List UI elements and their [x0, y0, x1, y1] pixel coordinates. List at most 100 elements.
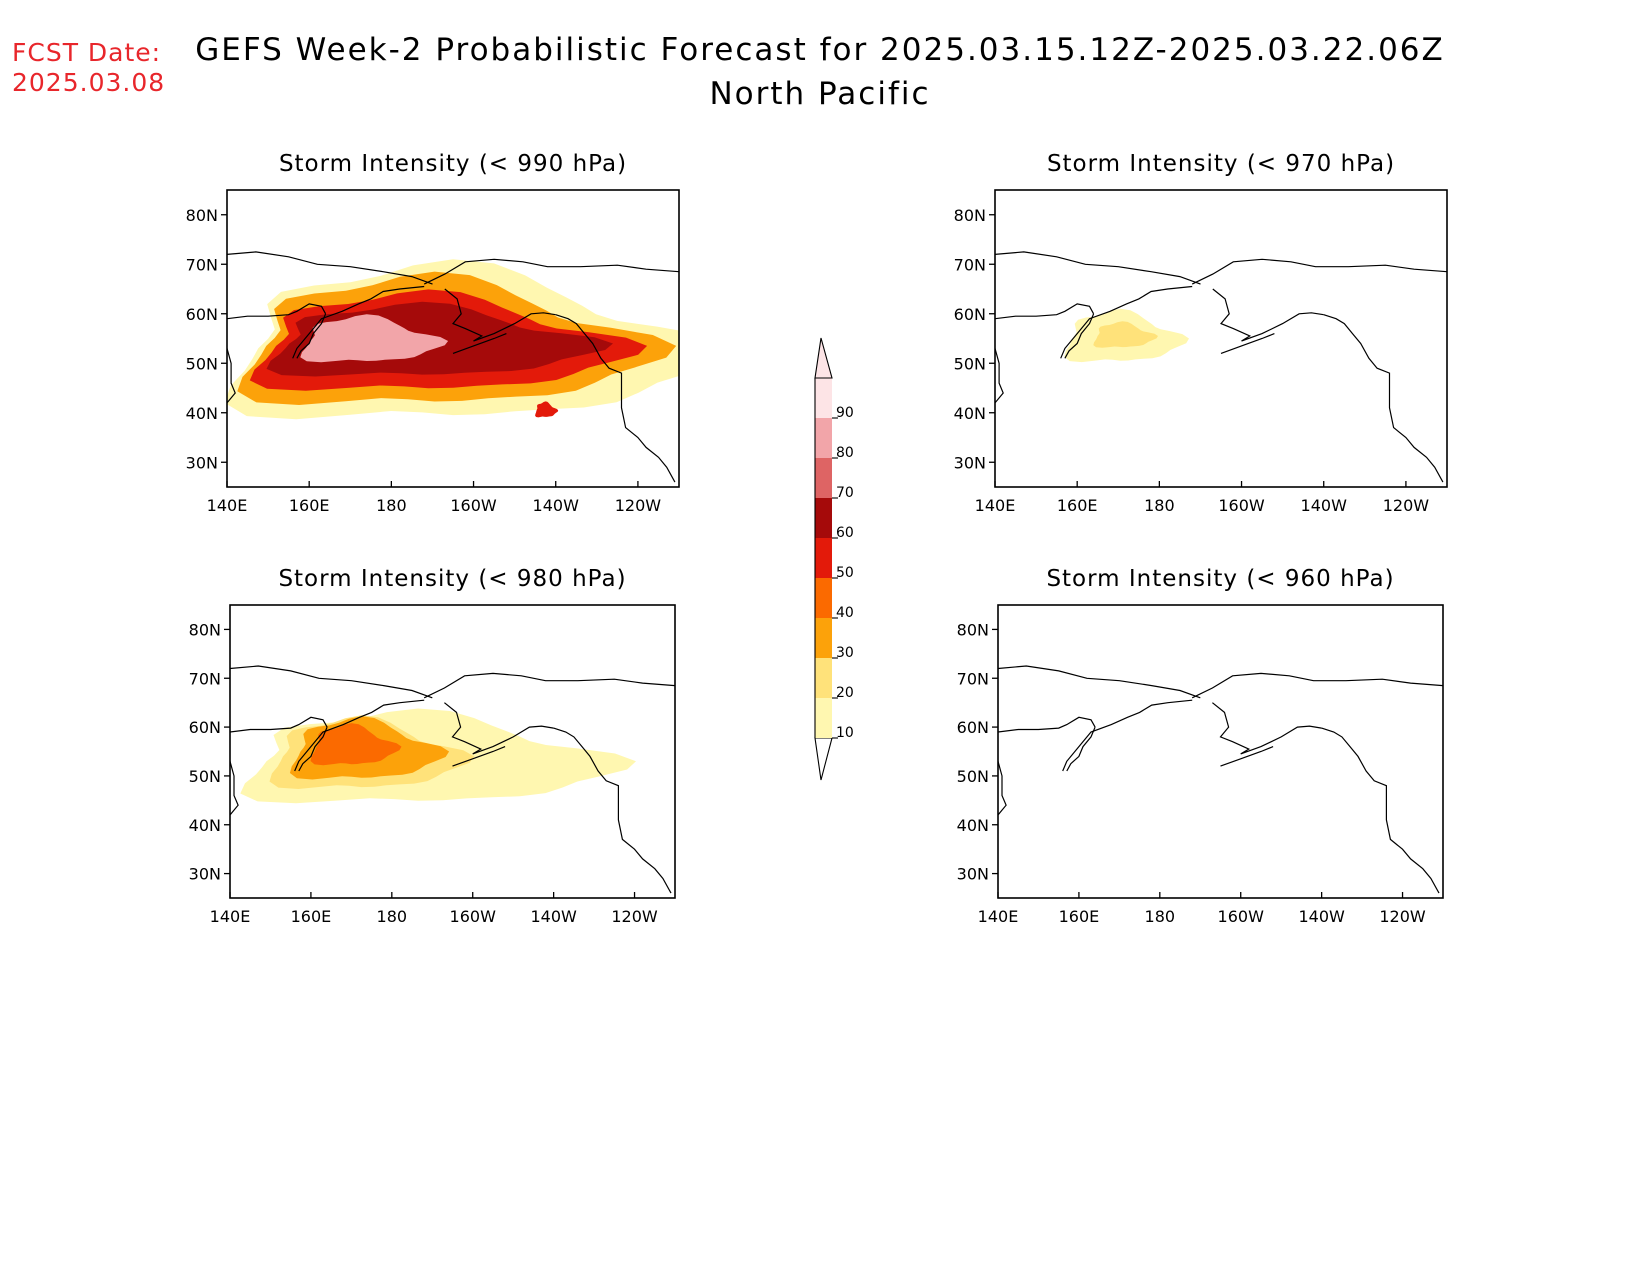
coastline [452, 333, 507, 354]
coastline [1191, 672, 1443, 699]
x-tick-label: 140W [1298, 907, 1345, 926]
panel-frame [226, 189, 680, 488]
colorbar-tick-label: 60 [836, 525, 854, 541]
colorbar-swatch [815, 538, 832, 578]
probability-region-50 [535, 401, 559, 418]
coastline [452, 746, 506, 767]
colorbar-tick-label: 50 [836, 565, 854, 581]
colorbar: 10 20 30 40 50 60 70 80 90 [814, 337, 854, 781]
x-tick-label: 180 [376, 496, 407, 515]
x-tick-label: 120W [1383, 496, 1430, 515]
panel-frame [997, 604, 1444, 899]
panel-title: Storm Intensity (< 990 hPa) [279, 151, 627, 177]
y-tick-label: 50N [189, 767, 221, 786]
colorbar-swatch [815, 378, 832, 418]
y-tick-label: 60N [189, 718, 221, 737]
x-tick-label: 160E [289, 496, 330, 515]
coastline [296, 313, 327, 359]
x-tick-label: 140W [1301, 496, 1348, 515]
coastline [444, 288, 556, 342]
y-tick-label: 30N [186, 453, 218, 472]
coastline [995, 303, 1095, 320]
colorbar-swatch [815, 618, 832, 658]
x-tick-label: 140E [207, 496, 248, 515]
y-tick-label: 70N [954, 255, 986, 274]
map-panel-2: Storm Intensity (< 980 hPa) 140E 160E 180 16… [189, 566, 676, 926]
y-tick-label: 40N [189, 816, 221, 835]
coastline [230, 665, 433, 699]
colorbar-swatch [815, 498, 832, 538]
colorbar-tick-label: 90 [836, 405, 854, 421]
y-tick-label: 40N [954, 404, 986, 423]
coastline [298, 726, 328, 772]
x-tick-label: 160E [1059, 907, 1100, 926]
coastline [995, 348, 1004, 404]
x-tick-label: 120W [615, 496, 662, 515]
colorbar-tick-label: 80 [836, 445, 854, 461]
y-tick-label: 70N [189, 669, 221, 688]
probability-region-20 [1093, 321, 1158, 348]
x-tick-label: 180 [377, 907, 408, 926]
panel-title: Storm Intensity (< 960 hPa) [1046, 566, 1394, 592]
panel-title: Storm Intensity (< 980 hPa) [278, 566, 626, 592]
y-tick-label: 80N [957, 620, 989, 639]
y-tick-label: 50N [954, 354, 986, 373]
forecast-date-label: FCST Date: [12, 38, 162, 67]
x-tick-label: 180 [1144, 496, 1175, 515]
x-tick-label: 140E [978, 907, 1019, 926]
x-tick-label: 120W [1379, 907, 1426, 926]
x-tick-label: 160W [1218, 496, 1265, 515]
x-tick-label: 140W [533, 496, 580, 515]
x-tick-label: 160E [1057, 496, 1098, 515]
colorbar-swatch [815, 418, 832, 458]
colorbar-swatch [815, 658, 832, 698]
x-tick-label: 160W [1218, 907, 1265, 926]
panel-title: Storm Intensity (< 970 hPa) [1047, 151, 1395, 177]
coastline [998, 761, 1007, 816]
y-tick-label: 80N [954, 206, 986, 225]
coastline [227, 303, 327, 320]
coastline [555, 314, 676, 483]
map-panel-3: Storm Intensity (< 970 hPa) 140E 160E 180 16… [954, 151, 1448, 515]
colorbar-swatch [815, 458, 832, 498]
coastline [1066, 726, 1096, 772]
map-panel-4: Storm Intensity (< 960 hPa) 140E 160E 180 16… [957, 566, 1444, 926]
y-tick-label: 50N [186, 354, 218, 373]
coastline [227, 251, 433, 285]
x-tick-label: 140W [530, 907, 577, 926]
coastline [1062, 699, 1193, 772]
y-tick-label: 50N [957, 767, 989, 786]
colorbar-tick-label: 30 [836, 645, 854, 661]
page-subtitle: North Pacific [709, 76, 931, 112]
y-tick-label: 60N [954, 305, 986, 324]
y-tick-label: 40N [957, 816, 989, 835]
coastline [1220, 746, 1274, 767]
coastline [294, 699, 425, 772]
coastline [230, 716, 328, 733]
y-tick-label: 80N [189, 620, 221, 639]
y-tick-label: 60N [186, 305, 218, 324]
colorbar-high-extension [814, 337, 833, 379]
coastline [998, 665, 1201, 699]
coastline [423, 672, 675, 699]
coastline [292, 285, 425, 359]
coastline [1323, 314, 1444, 483]
panel-frame [229, 604, 676, 899]
y-tick-label: 80N [186, 206, 218, 225]
x-tick-label: 120W [611, 907, 658, 926]
probability-region-80 [300, 314, 449, 363]
forecast-date-value: 2025.03.08 [12, 68, 166, 97]
x-tick-label: 140E [975, 496, 1016, 515]
y-tick-label: 30N [957, 865, 989, 884]
forecast-date: FCST Date: 2025.03.08 [12, 38, 165, 98]
coastline [1212, 288, 1324, 342]
coastline [1064, 313, 1095, 359]
y-tick-label: 40N [186, 404, 218, 423]
page-title: GEFS Week-2 Probabilistic Forecast for 2… [195, 32, 1445, 68]
colorbar-tick-label: 20 [836, 685, 854, 701]
x-tick-label: 140E [210, 907, 251, 926]
coastline [227, 348, 236, 404]
coastline [1191, 258, 1447, 285]
x-tick-label: 180 [1145, 907, 1176, 926]
